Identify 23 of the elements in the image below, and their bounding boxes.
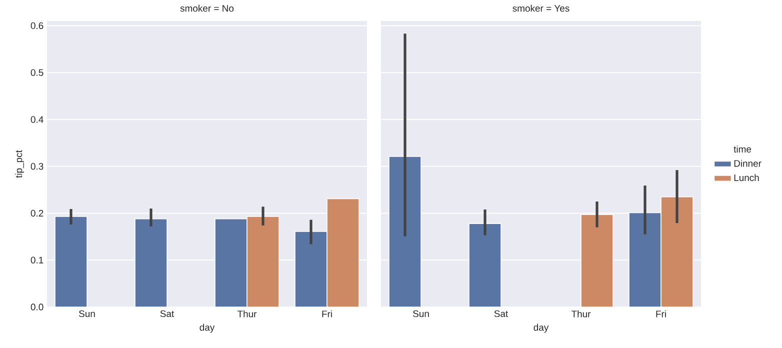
x-tick-label: Fri bbox=[322, 310, 332, 318]
x-tick-label: Sun bbox=[413, 310, 429, 318]
legend-title: time bbox=[734, 146, 752, 153]
x-tick-label: Fri bbox=[656, 310, 666, 318]
x-axis-title: day bbox=[200, 324, 215, 333]
x-tick-label: Thur bbox=[237, 310, 257, 318]
y-tick-label: 0.4 bbox=[30, 116, 44, 123]
legend-label: Dinner bbox=[734, 160, 762, 167]
x-tick-label: Sat bbox=[494, 310, 508, 318]
y-tick-label: 0.1 bbox=[30, 256, 44, 264]
x-tick-label: Sun bbox=[79, 310, 95, 318]
y-tick-label: 0.0 bbox=[30, 304, 44, 310]
x-axis-title: day bbox=[534, 324, 549, 333]
x-tick-label: Sat bbox=[160, 310, 174, 318]
chart-title: smoker = Yes bbox=[512, 4, 570, 12]
y-tick-label: 0.5 bbox=[30, 69, 44, 76]
legend-label: Lunch bbox=[734, 174, 759, 182]
chart-title: smoker = No bbox=[180, 4, 234, 12]
y-tick-label: 0.6 bbox=[30, 22, 44, 30]
x-tick-label: Thur bbox=[571, 310, 591, 318]
y-tick-label: 0.2 bbox=[30, 210, 44, 217]
y-tick-label: 0.3 bbox=[30, 162, 44, 170]
y-axis-title: tip_pct bbox=[15, 150, 24, 178]
